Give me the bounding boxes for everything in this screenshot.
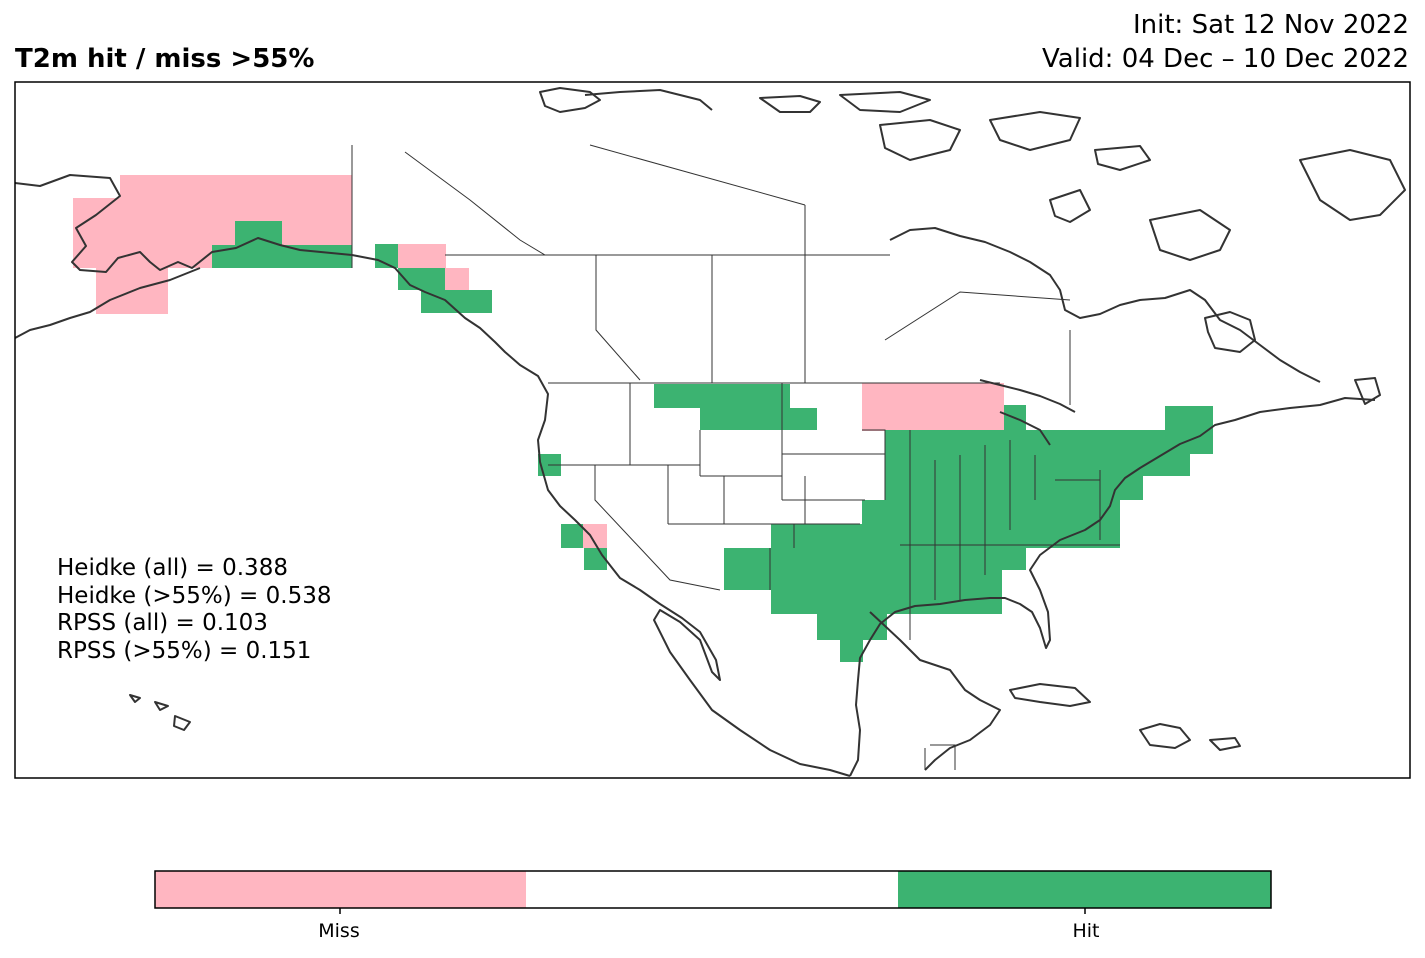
map-border	[14, 81, 1411, 779]
init-date: Init: Sat 12 Nov 2022	[1132, 10, 1409, 40]
rpss-55: RPSS (>55%) = 0.151	[57, 638, 312, 665]
colorbar-frame	[154, 870, 1272, 909]
map-title: T2m hit / miss >55%	[15, 44, 315, 74]
heidke-55: Heidke (>55%) = 0.538	[57, 582, 332, 609]
coastlines	[15, 87, 1406, 777]
borders	[351, 144, 1120, 770]
miss-cells	[73, 175, 1004, 548]
colorbar-label-miss: Miss	[318, 920, 360, 942]
colorbar-label-hit: Hit	[1072, 920, 1100, 942]
colorbar-neutral-segment	[526, 871, 898, 908]
colorbar-hit-segment	[898, 871, 1271, 908]
rpss-all: RPSS (all) = 0.103	[57, 610, 268, 637]
valid-range: Valid: 04 Dec – 10 Dec 2022	[1042, 44, 1409, 74]
heidke-all: Heidke (all) = 0.388	[57, 555, 288, 581]
colorbar	[154, 870, 1272, 914]
colorbar-miss-segment	[155, 871, 526, 908]
skill-scores: Heidke (all) = 0.388 Heidke (>55%) = 0.5…	[57, 555, 331, 666]
